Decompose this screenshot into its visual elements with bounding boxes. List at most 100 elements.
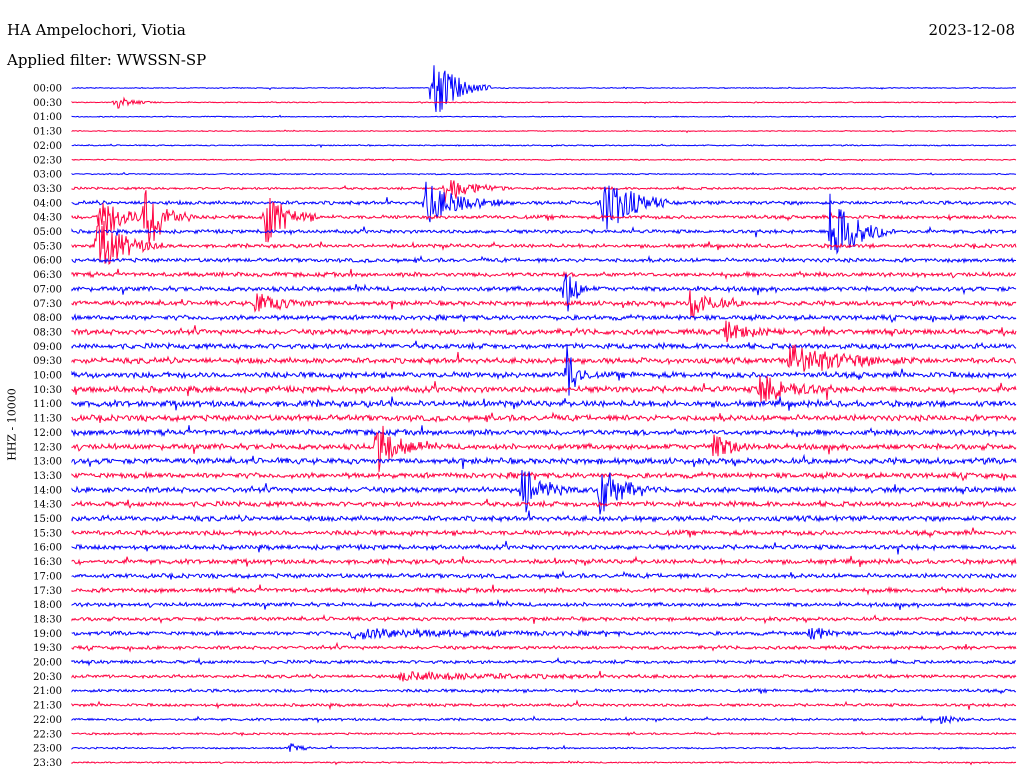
time-tick-label: 07:00 [33,284,62,295]
traces [71,65,1017,766]
trace-line [71,114,1017,119]
trace-line [71,584,1017,596]
trace-line [71,193,1017,255]
trace-line [71,613,1017,625]
time-tick-label: 21:30 [33,701,62,712]
trace-line [71,687,1016,695]
time-tick-label: 21:00 [33,686,62,697]
trace-line [71,540,1017,555]
time-tick-label: 06:00 [33,256,62,267]
trace-line [71,340,1017,351]
time-tick-label: 01:30 [33,127,62,138]
time-tick-label: 22:00 [33,715,62,726]
time-tick-label: 17:00 [33,571,62,582]
trace-line [71,627,1017,641]
trace-line [71,470,1017,515]
trace-line [71,273,1017,312]
time-tick-label: 13:00 [33,457,62,468]
trace-line [71,65,1017,113]
trace-line [71,760,1017,766]
time-tick-label: 23:30 [33,758,62,769]
time-tick-label: 13:30 [33,471,62,482]
time-tick-label: 00:00 [33,84,62,95]
time-tick-label: 09:00 [33,342,62,353]
trace-line [71,158,1017,162]
time-tick-label: 02:00 [33,141,62,152]
time-tick-label: 05:00 [33,227,62,238]
trace-line [71,313,1017,324]
trace-line [71,470,1017,482]
trace-line [71,96,1017,109]
trace-line [71,375,1017,402]
time-tick-label: 03:30 [33,184,62,195]
trace-line [71,657,1017,667]
trace-line [71,268,1017,280]
time-tick-label: 08:00 [33,313,62,324]
trace-line [71,425,1017,438]
trace-line [71,743,1016,752]
trace-line [71,181,1017,230]
time-tick-label: 00:30 [33,98,62,109]
time-tick-label: 18:00 [33,600,62,611]
time-tick-label: 15:30 [33,528,62,539]
time-tick-label: 11:30 [33,414,62,425]
time-tick-label: 07:30 [33,299,62,310]
trace-line [71,190,1017,244]
time-tick-label: 20:00 [33,658,62,669]
trace-line [71,453,1017,469]
time-tick-label: 08:30 [33,327,62,338]
trace-line [71,290,1017,319]
time-tick-label: 09:30 [33,356,62,367]
time-tick-label: 10:00 [33,371,62,382]
time-tick-label: 18:30 [33,614,62,625]
time-tick-label: 02:30 [33,155,62,166]
time-labels: 00:00 00:30 01:00 01:30 02:00 02:30 03:00 03:30… [33,84,62,769]
time-tick-label: 04:30 [33,213,62,224]
time-tick-label: 03:00 [33,170,62,181]
trace-line [71,217,1017,266]
trace-line [71,180,1017,203]
time-tick-label: 12:00 [33,428,62,439]
time-tick-label: 05:30 [33,241,62,252]
trace-line [71,555,1017,567]
trace-line [71,641,1017,653]
trace-line [71,396,1017,411]
trace-line [71,171,1016,176]
time-tick-label: 14:30 [33,500,62,511]
trace-line [71,129,1017,134]
trace-line [71,344,1017,372]
time-tick-label: 14:00 [33,485,62,496]
filter-label: Applied filter: WWSSN-SP [7,51,207,69]
chart-date: 2023-12-08 [928,21,1015,39]
trace-line [71,143,1017,149]
trace-line [71,699,1017,711]
trace-line [71,527,1017,539]
time-tick-label: 06:30 [33,270,62,281]
time-tick-label: 19:00 [33,629,62,640]
time-tick-label: 19:30 [33,643,62,654]
trace-line [71,570,1017,580]
time-tick-label: 01:00 [33,112,62,123]
trace-line [71,320,1017,343]
trace-line [71,510,1017,524]
time-tick-label: 12:30 [33,442,62,453]
trace-line [71,344,1017,396]
trace-line [71,425,1017,472]
time-tick-label: 23:00 [33,744,62,755]
trace-line [71,411,1017,424]
trace-line [71,498,1017,509]
trace-line [71,714,1017,725]
time-tick-label: 16:30 [33,557,62,568]
time-tick-label: 11:00 [33,399,62,410]
trace-line [71,670,1017,682]
time-tick-label: 22:30 [33,729,62,740]
time-tick-label: 15:00 [33,514,62,525]
time-tick-label: 17:30 [33,586,62,597]
trace-line [71,731,1017,737]
time-tick-label: 10:30 [33,385,62,396]
time-tick-label: 16:00 [33,543,62,554]
trace-line [71,254,1016,264]
station-title: HA Ampelochori, Viotia [7,21,186,39]
trace-line [71,598,1017,611]
